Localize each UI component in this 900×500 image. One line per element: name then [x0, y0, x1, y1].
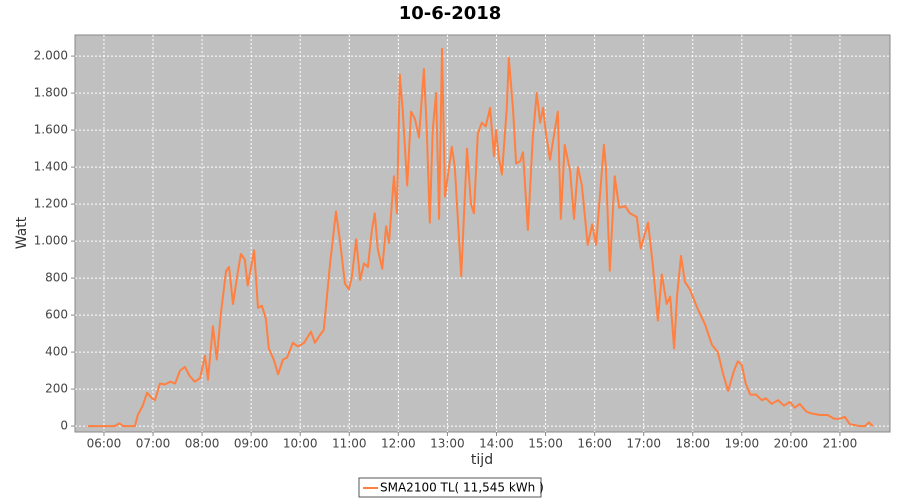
y-tick-label: 1.800 — [34, 86, 68, 100]
x-tick-label: 14:00 — [479, 437, 514, 451]
legend-label: SMA2100 TL( 11,545 kWh ) — [380, 481, 544, 495]
x-tick-label: 07:00 — [136, 437, 171, 451]
x-tick-label: 20:00 — [774, 437, 809, 451]
x-tick-label: 16:00 — [577, 437, 612, 451]
y-tick-label: 800 — [45, 271, 68, 285]
y-axis-label: Watt — [14, 216, 30, 249]
x-tick-label: 19:00 — [725, 437, 760, 451]
x-axis-label: tijd — [471, 452, 493, 468]
y-tick-label: 2.000 — [34, 49, 68, 63]
legend-box — [358, 477, 542, 498]
x-tick-label: 08:00 — [185, 437, 220, 451]
x-tick-label: 11:00 — [332, 437, 367, 451]
x-tick-label: 12:00 — [381, 437, 416, 451]
x-tick-label: 10:00 — [283, 437, 318, 451]
y-tick-label: 1.000 — [34, 234, 68, 248]
chart-title: 10-6-2018 — [399, 3, 502, 24]
y-tick-label: 1.400 — [34, 160, 68, 174]
x-tick-label: 18:00 — [675, 437, 710, 451]
y-tick-label: 200 — [45, 382, 68, 396]
x-tick-label: 17:00 — [626, 437, 661, 451]
y-tick-label: 1.600 — [34, 123, 68, 137]
x-tick-label: 15:00 — [528, 437, 563, 451]
y-tick-label: 0 — [60, 419, 68, 433]
x-tick-label: 06:00 — [87, 437, 122, 451]
y-tick-label: 600 — [45, 308, 68, 322]
y-tick-label: 1.200 — [34, 197, 68, 211]
legend: SMA2100 TL( 11,545 kWh ) — [358, 477, 544, 498]
series-line — [87, 47, 874, 428]
x-tick-label: 21:00 — [823, 437, 858, 451]
y-tick-label: 400 — [45, 345, 68, 359]
x-tick-label: 09:00 — [234, 437, 269, 451]
x-tick-label: 13:00 — [430, 437, 465, 451]
plot-area — [74, 34, 891, 433]
